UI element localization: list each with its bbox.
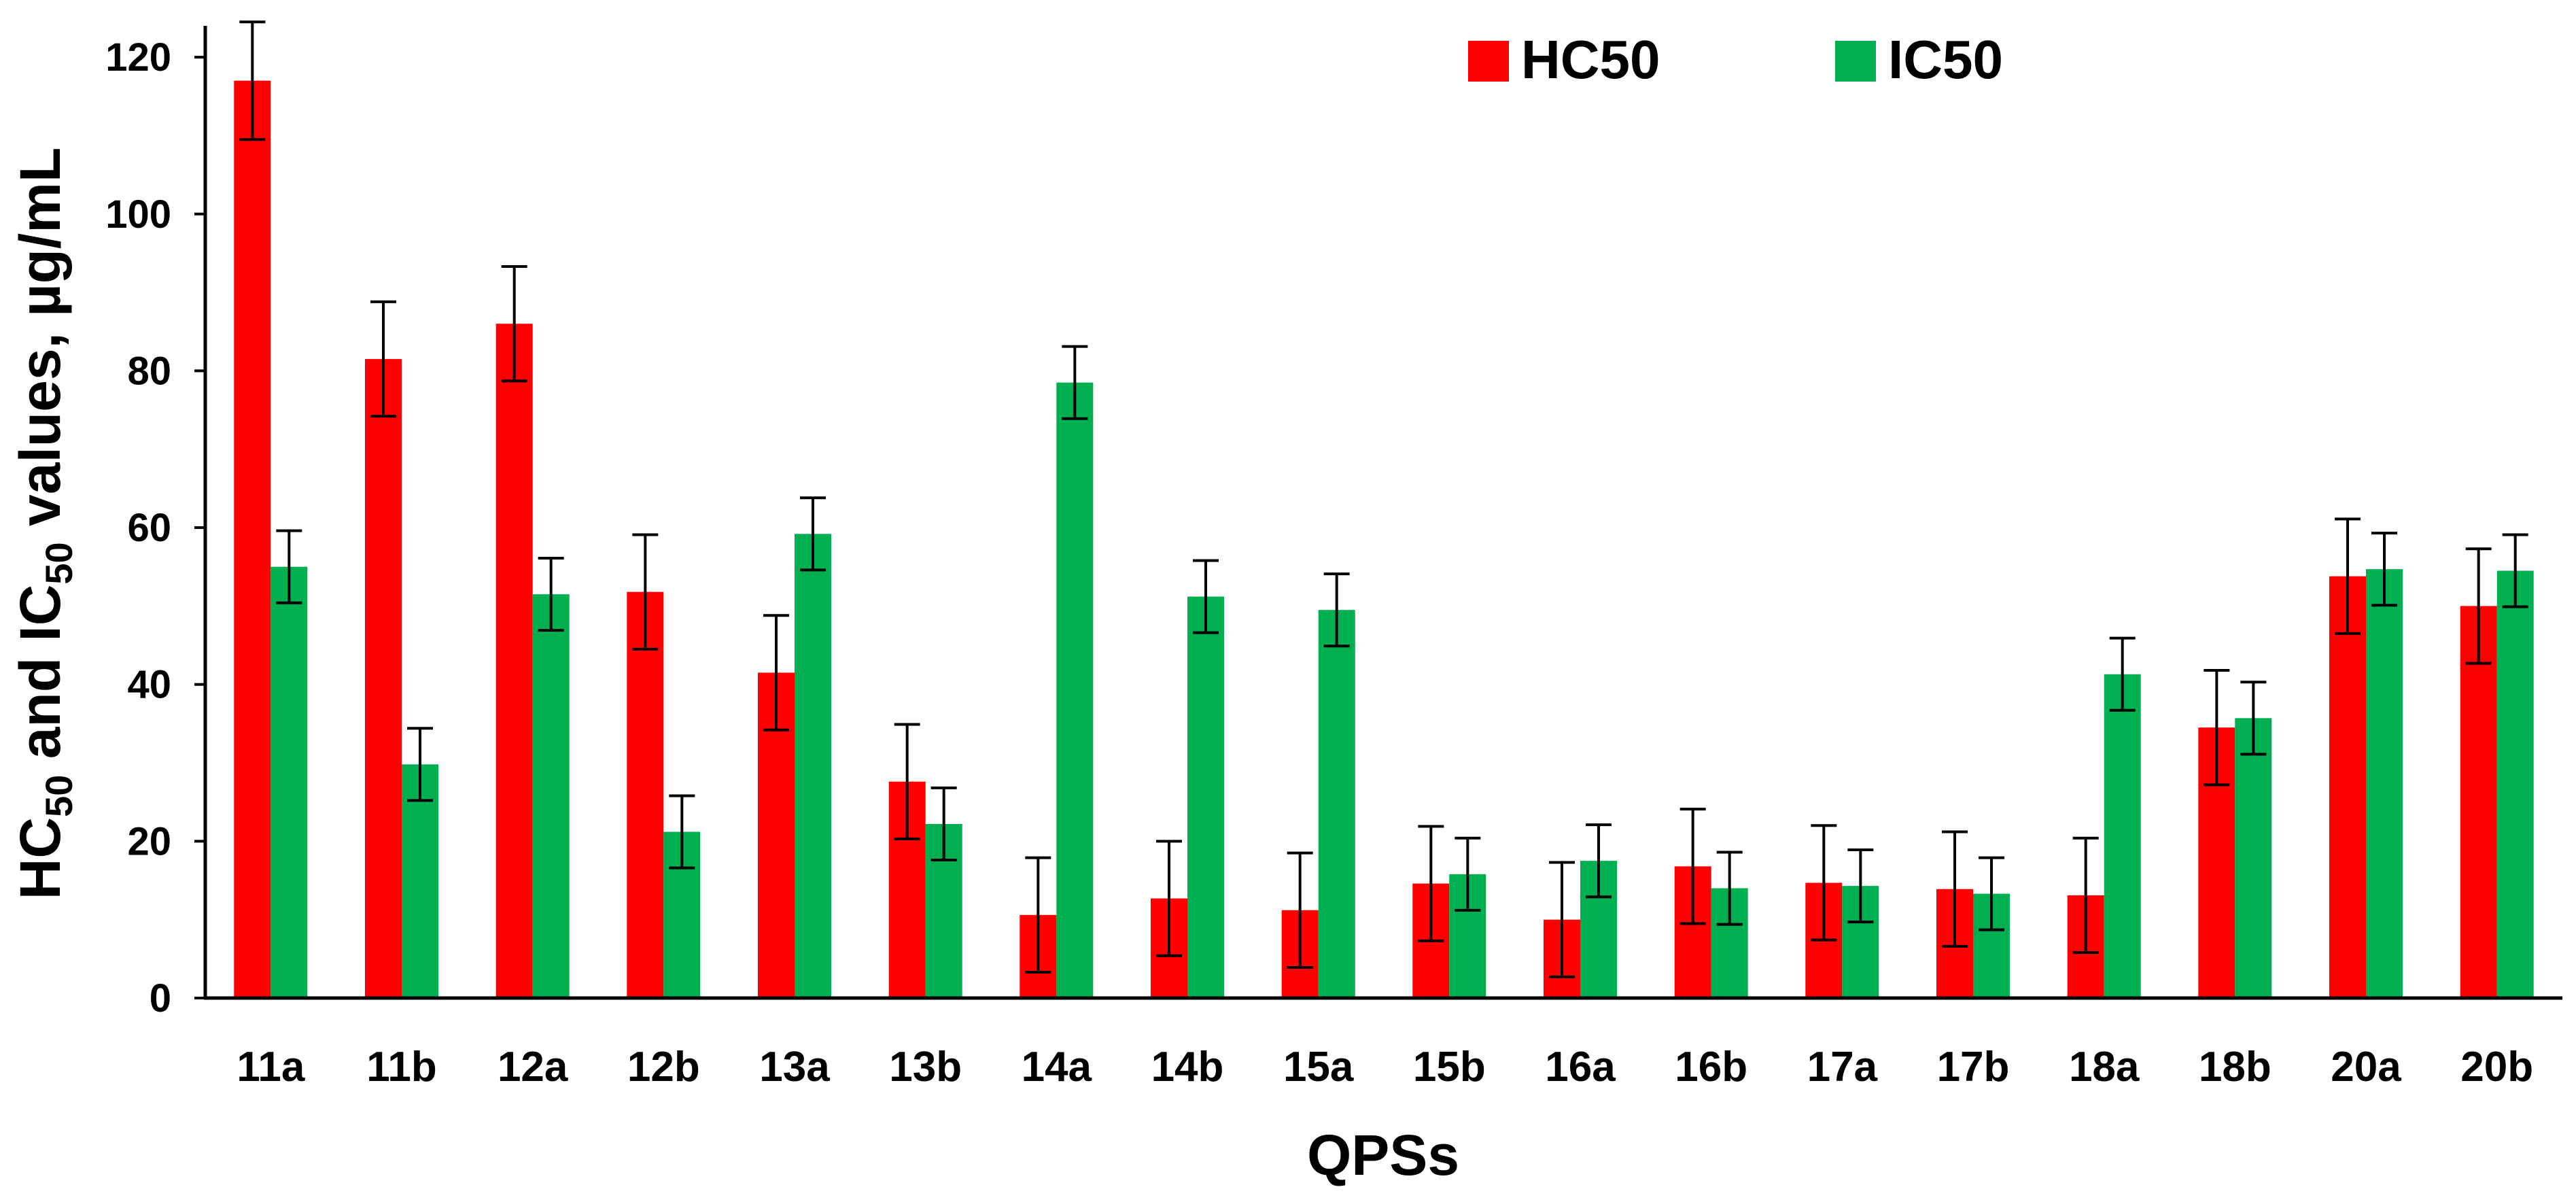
y-title-part-2: and IC	[8, 585, 72, 775]
x-tick-label-16a: 16a	[1545, 1044, 1616, 1091]
x-tick-label-13a: 13a	[759, 1044, 830, 1091]
error-bar-ic50-11a	[276, 529, 302, 604]
y-tick-label-20: 20	[127, 819, 171, 863]
y-tick-label-80: 80	[127, 349, 171, 393]
y-tick-label-100: 100	[105, 192, 171, 237]
bar-ic50-13a	[795, 534, 831, 998]
error-bar-hc50-16b	[1679, 808, 1706, 925]
x-tick-label-20b: 20b	[2460, 1044, 2533, 1091]
bar-ic50-14a	[1056, 382, 1094, 998]
error-bar-ic50-12a	[538, 557, 564, 632]
bar-hc50-20b	[2460, 606, 2497, 998]
x-axis-title: QPSs	[1307, 1123, 1459, 1187]
legend-label-hc50: HC50	[1521, 29, 1660, 90]
x-tick-label-14a: 14a	[1022, 1044, 1092, 1091]
x-tick-label-16b: 16b	[1675, 1044, 1747, 1091]
x-tick-label-15b: 15b	[1413, 1044, 1486, 1091]
bar-ic50-11a	[271, 566, 308, 998]
bar-hc50-20a	[2329, 576, 2366, 998]
legend-swatch-hc50	[1468, 41, 1509, 82]
bar-ic50-14b	[1187, 596, 1224, 998]
error-bar-ic50-16b	[1716, 851, 1743, 926]
bar-ic50-18a	[2104, 674, 2141, 998]
y-tick-label-40: 40	[127, 663, 171, 707]
error-bar-ic50-17a	[1847, 848, 1874, 924]
error-bar-hc50-11a	[239, 20, 266, 141]
error-bar-ic50-14a	[1062, 345, 1088, 420]
x-tick-label-15a: 15a	[1283, 1044, 1354, 1091]
x-tick-labels: 11a 11b 12a 12b 13a 13b 14a 14b 15a 15b 16a 16b 17a 1…	[237, 1044, 2533, 1091]
error-bar-ic50-14b	[1193, 559, 1219, 634]
bars-layer	[234, 80, 2534, 999]
error-bar-hc50-16a	[1549, 861, 1575, 978]
axes-layer	[203, 26, 2562, 1000]
x-tick-label-18a: 18a	[2069, 1044, 2140, 1091]
x-tick-label-17b: 17b	[1937, 1044, 2010, 1091]
error-bar-hc50-20a	[2335, 517, 2361, 635]
x-tick-label-14b: 14b	[1151, 1044, 1224, 1091]
error-bar-ic50-16a	[1586, 823, 1612, 899]
legend-swatch-ic50	[1835, 41, 1876, 82]
error-bar-hc50-18a	[2072, 836, 2099, 955]
error-bar-hc50-11b	[370, 300, 396, 418]
error-bar-ic50-17b	[1979, 856, 2004, 931]
error-bar-ic50-15a	[1323, 572, 1350, 648]
error-bar-hc50-15b	[1418, 825, 1444, 942]
x-tick-label-12a: 12a	[498, 1044, 568, 1091]
error-bar-ic50-12b	[669, 794, 695, 870]
legend-label-ic50: IC50	[1888, 29, 2003, 90]
error-bar-hc50-12b	[632, 533, 659, 651]
x-tick-label-12b: 12b	[627, 1044, 700, 1091]
error-bar-hc50-17b	[1942, 830, 1968, 948]
bar-ic50-11b	[402, 764, 438, 998]
error-bar-hc50-15a	[1287, 851, 1313, 969]
x-tick-label-17a: 17a	[1807, 1044, 1878, 1091]
error-bar-hc50-18b	[2204, 668, 2230, 787]
x-tick-label-11a: 11a	[237, 1044, 305, 1091]
error-bar-hc50-12a	[501, 265, 527, 383]
x-tick-label-18b: 18b	[2199, 1044, 2272, 1091]
error-bar-hc50-20b	[2465, 547, 2492, 665]
y-axis-title: HC50 and IC50 values, µg/mL	[8, 148, 80, 900]
bar-ic50-12a	[532, 594, 570, 998]
bar-ic50-18b	[2235, 718, 2272, 998]
error-bar-ic50-18a	[2109, 636, 2136, 712]
bar-hc50-11a	[234, 80, 271, 999]
y-title-part-1: HC	[8, 817, 72, 899]
error-bar-ic50-13a	[800, 496, 826, 572]
error-bar-ic50-13b	[930, 786, 957, 862]
bar-hc50-11b	[365, 359, 402, 998]
error-bar-hc50-17a	[1811, 824, 1837, 942]
bar-hc50-12b	[627, 591, 664, 998]
bar-ic50-15a	[1318, 610, 1355, 998]
error-bar-ic50-15b	[1455, 836, 1481, 912]
error-bar-hc50-14a	[1025, 856, 1051, 974]
y-ticks: 0 20 40 60 80 100 120	[105, 35, 205, 1020]
error-bar-ic50-20a	[2371, 532, 2397, 607]
legend: HC50 IC50	[1468, 29, 2003, 90]
error-bar-hc50-13b	[894, 723, 920, 840]
y-title-part-3: values, µg/mL	[8, 148, 72, 543]
bar-ic50-20b	[2496, 570, 2534, 998]
error-bar-hc50-13a	[763, 614, 789, 732]
error-bar-ic50-20b	[2502, 533, 2528, 608]
bar-ic50-20a	[2366, 569, 2403, 998]
y-title-sub-2: 50	[37, 542, 80, 584]
y-tick-label-120: 120	[105, 35, 171, 80]
error-bars-layer	[239, 20, 2528, 978]
error-bar-ic50-11b	[407, 727, 433, 802]
y-title-sub-1: 50	[37, 775, 80, 817]
y-tick-label-60: 60	[127, 506, 171, 550]
x-tick-label-11b: 11b	[366, 1044, 436, 1091]
bar-hc50-12a	[495, 324, 533, 998]
y-tick-label-0: 0	[150, 976, 171, 1020]
error-bar-hc50-14b	[1156, 840, 1182, 957]
error-bar-ic50-18b	[2240, 681, 2267, 756]
x-tick-label-20a: 20a	[2331, 1044, 2401, 1091]
x-tick-label-13b: 13b	[889, 1044, 962, 1091]
